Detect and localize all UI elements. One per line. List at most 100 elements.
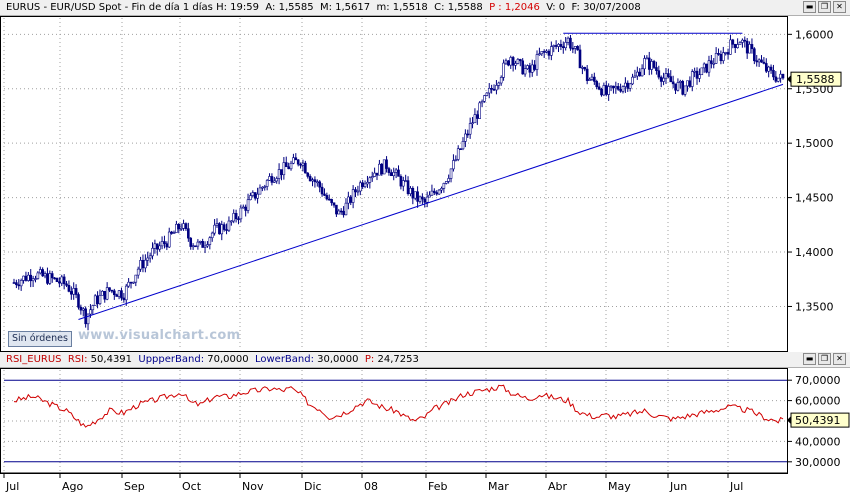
candle [153,239,157,254]
last-price-label: 1,5588 [796,73,835,86]
candle [320,183,324,197]
c-value: 1,5588 [447,2,483,13]
status-badge[interactable]: Sin órdenes [8,331,72,347]
candle [528,62,532,78]
candle [521,58,524,75]
candle [681,79,684,96]
candle [249,192,252,201]
candle [401,176,405,192]
candle [230,220,233,226]
candle [373,167,376,178]
candle [93,294,97,306]
candle [210,231,214,242]
candle [108,287,111,293]
close-icon[interactable]: ✕ [833,353,846,365]
candle [339,208,343,215]
last-price-box [790,71,842,87]
candle [105,282,109,301]
candle [79,304,83,315]
candle [507,60,510,67]
x-tick-label: Jun [669,480,687,493]
candle [201,238,204,248]
candle [316,179,319,187]
candle [769,64,773,74]
candle [418,195,422,204]
candle [781,73,785,80]
candle [657,65,661,80]
candle [495,80,498,95]
candle [411,186,415,205]
candle [676,78,680,92]
candle [27,272,30,282]
candle [165,241,169,251]
candle [22,275,25,284]
candle [406,176,410,196]
x-tick-label: Dic [304,480,322,493]
candle [179,223,183,231]
rsi-plot-frame [0,368,788,474]
close-icon[interactable]: ✕ [833,1,846,13]
restore-icon[interactable]: ❐ [818,1,831,13]
x-tick-label: Mar [488,480,509,493]
candle [459,148,462,151]
candle [449,168,453,183]
candle [17,279,21,290]
rsi-ytick-label: 40,0000 [795,435,841,448]
candle [683,85,687,97]
watermark: www.visualchart.com [78,328,240,343]
x-tick-label: Sep [124,480,145,493]
candle [34,275,37,283]
candle [468,117,472,139]
candle [275,176,279,184]
x-tick-label: Jul [729,480,743,493]
candle [91,304,95,315]
candle [308,174,312,182]
candle [366,175,369,188]
candle [578,44,582,69]
candle [693,67,696,78]
candle [36,271,40,280]
candle [576,45,579,51]
candle [127,278,130,288]
candle [526,64,529,70]
candle [98,289,102,306]
candle [370,171,374,182]
rsi-ytick-label: 70,0000 [795,374,841,387]
candle [707,55,711,77]
candle [227,216,231,232]
candle [194,245,197,248]
candle [514,60,517,70]
candle [55,277,59,283]
candle [628,82,632,92]
restore-icon[interactable]: ❐ [818,353,831,365]
candle [155,243,159,256]
candle [437,188,441,196]
candle [762,57,766,65]
candle [647,51,651,76]
candle [213,219,216,236]
candle [731,38,735,49]
minimize-icon[interactable]: ▬ [803,353,816,365]
candle [60,274,64,286]
candle [132,281,135,284]
candle [721,46,725,64]
candle [714,47,718,64]
candle [251,190,255,198]
candle [392,167,396,181]
symbol-label: EURUS [6,2,41,13]
candle [490,84,493,94]
candle [583,66,587,72]
candle [478,101,481,119]
candle [74,284,78,299]
candle [679,79,682,89]
candle [289,160,293,171]
candle [566,36,570,46]
candle [667,68,670,79]
candle [299,162,302,169]
minimize-icon[interactable]: ▬ [803,1,816,13]
candle [602,82,606,97]
trendline-0[interactable] [78,83,784,320]
x-tick-label: Ago [62,480,84,493]
